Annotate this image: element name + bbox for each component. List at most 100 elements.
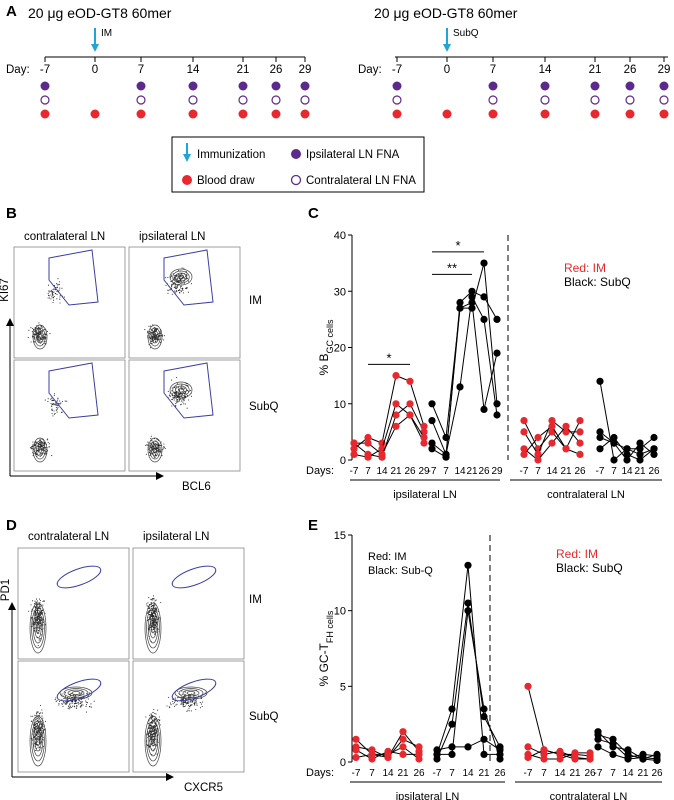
flow-event-dot — [39, 713, 41, 715]
chart-x-tick-label: 26 — [478, 466, 490, 477]
day-tick-label: 29 — [658, 64, 671, 76]
flow-event-dot — [44, 443, 46, 445]
flow-event-dot — [39, 328, 42, 330]
chart-x-tick-label: 7 — [369, 768, 375, 779]
flow-event-dot — [32, 715, 34, 717]
flow-event-dot — [152, 611, 155, 613]
chart-data-point — [399, 728, 407, 736]
flow-event-dot — [69, 703, 71, 705]
flow-event-dot — [37, 733, 39, 735]
flow-event-dot — [151, 626, 153, 628]
flow-event-dot — [175, 704, 177, 706]
flow-event-dot — [176, 703, 178, 705]
day-tick-label: 21 — [237, 64, 250, 76]
chart-data-point — [548, 439, 556, 447]
contralateral-fna-dot — [488, 95, 498, 105]
flow-event-dot — [27, 336, 29, 339]
flow-contour — [178, 688, 204, 698]
flow-event-dot — [149, 724, 151, 726]
flow-event-dot — [151, 719, 154, 721]
flow-event-dot — [154, 457, 156, 459]
ipsilateral-fna-dot — [136, 81, 146, 91]
flow-event-dot — [186, 287, 188, 290]
chart-data-point — [594, 743, 602, 751]
flow-event-dot — [181, 399, 183, 401]
flow-event-dot — [44, 342, 46, 344]
flow-event-dot — [54, 699, 56, 701]
flow-event-dot — [172, 700, 174, 703]
flow-event-dot — [50, 291, 52, 293]
flow-event-dot — [41, 709, 43, 711]
flow-event-dot — [154, 718, 156, 720]
flow-event-dot — [152, 339, 154, 341]
flow-event-dot — [52, 301, 54, 304]
flow-event-dot — [153, 624, 155, 627]
flow-event-dot — [153, 445, 155, 447]
flow-contour — [186, 691, 196, 695]
flow-event-dot — [150, 599, 153, 601]
blood-draw-dot — [625, 109, 635, 119]
chart-x-tick-label: 7 — [443, 466, 449, 477]
flow-event-dot — [158, 716, 160, 718]
flow-event-dot — [153, 708, 155, 711]
chart-data-point — [468, 293, 476, 301]
flow-event-dot — [41, 721, 43, 723]
flow-event-dot — [43, 728, 45, 731]
flow-event-dot — [56, 408, 58, 410]
flow-event-dot — [153, 738, 155, 740]
flow-event-dot — [153, 629, 155, 631]
flow-event-dot — [184, 701, 186, 703]
flow-event-dot — [148, 608, 150, 610]
flow-event-dot — [80, 692, 82, 694]
chart-data-point — [448, 750, 456, 759]
chart-data-point — [442, 453, 450, 461]
flow-event-dot — [38, 717, 40, 719]
chart-group-label: ipsilateral LN — [396, 791, 460, 800]
flow-event-dot — [37, 630, 40, 632]
flow-event-dot — [150, 733, 152, 735]
flow-event-dot — [190, 710, 192, 712]
chart-data-point — [586, 755, 594, 763]
flow-event-dot — [183, 280, 185, 282]
flow-b-row-label-im: IM — [249, 295, 262, 307]
flow-event-dot — [37, 738, 39, 740]
chart-data-point — [520, 450, 528, 458]
flow-event-dot — [174, 697, 176, 699]
chart-data-point — [415, 750, 423, 759]
flow-event-dot — [148, 626, 150, 628]
flow-event-dot — [39, 599, 41, 602]
flow-event-dot — [93, 700, 95, 702]
chart-x-tick-label: 21 — [569, 768, 581, 779]
chart-data-point — [480, 735, 488, 743]
flow-event-dot — [54, 404, 56, 406]
flow-contour — [151, 330, 159, 344]
flow-event-dot — [39, 438, 41, 440]
chart-y-tick-label: 20 — [334, 343, 346, 355]
chart-x-tick-label: 7 — [535, 466, 541, 477]
flow-event-dot — [164, 447, 166, 450]
chart-data-point — [636, 445, 644, 453]
contralateral-fna-dot — [188, 95, 198, 105]
flow-event-dot — [38, 727, 41, 729]
chart-data-point — [468, 287, 476, 295]
flow-event-dot — [59, 403, 61, 405]
flow-event-dot — [35, 441, 37, 443]
flow-event-dot — [61, 703, 63, 705]
flow-event-dot — [31, 447, 33, 449]
flow-event-dot — [75, 701, 77, 703]
flow-event-dot — [185, 395, 187, 397]
flow-event-dot — [49, 333, 51, 335]
flow-event-dot — [48, 297, 51, 299]
flow-event-dot — [35, 627, 37, 629]
flow-contour — [175, 272, 187, 282]
chart-data-point — [464, 561, 472, 569]
flow-event-dot — [179, 398, 181, 401]
flow-event-dot — [171, 379, 173, 381]
flow-event-dot — [154, 600, 156, 602]
flow-event-dot — [54, 288, 56, 291]
flow-event-dot — [173, 278, 175, 280]
flow-event-dot — [36, 604, 38, 606]
flow-event-dot — [68, 706, 70, 708]
flow-event-dot — [146, 332, 149, 334]
